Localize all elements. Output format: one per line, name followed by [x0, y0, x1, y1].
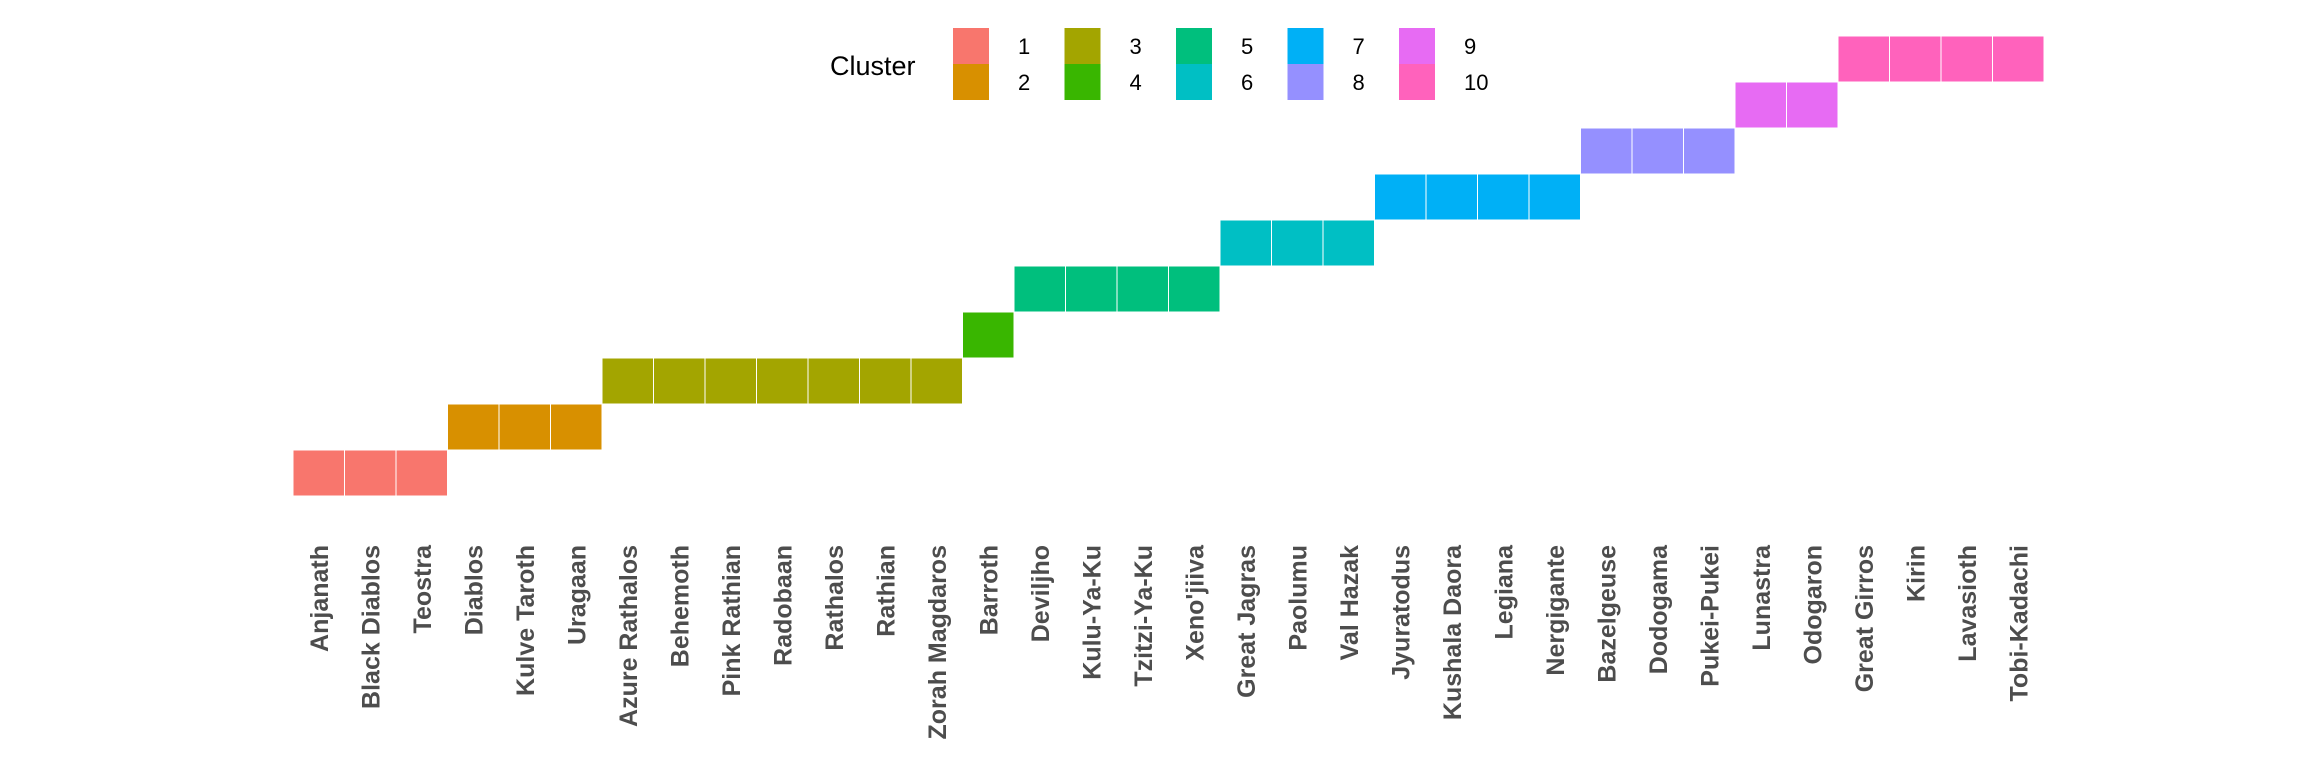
legend-key-2: [953, 64, 989, 100]
x-tick-label: Anjanath: [306, 545, 334, 652]
tile-tzitzi-ya-ku: [1116, 265, 1169, 313]
legend-key-9: [1399, 28, 1435, 64]
x-tick-label: Barroth: [975, 545, 1003, 635]
x-tick-label: Xeno'jiiva: [1181, 544, 1209, 661]
tile-azure-rathalos: [601, 357, 654, 405]
tiles: [292, 35, 2045, 497]
tile-barroth: [962, 311, 1015, 359]
tile-jyuratodus: [1374, 173, 1427, 221]
tile-radobaan: [756, 357, 809, 405]
tile-tobi-kadachi: [1992, 35, 2045, 83]
tile-legiana: [1477, 173, 1530, 221]
legend-label-1: 1: [1018, 34, 1030, 59]
tile-kushala-daora: [1425, 173, 1478, 221]
x-tick-label: Pukei-Pukei: [1696, 545, 1724, 687]
tile-great-jagras: [1219, 219, 1272, 267]
tile-xeno-jiiva: [1168, 265, 1221, 313]
tile-teostra: [395, 449, 448, 497]
x-tick-label: Lavasioth: [1954, 545, 1982, 662]
x-axis-tick-labels: Anjanath Black Diablos Teostra Diablos Kulve…: [306, 544, 2034, 740]
x-tick-label: Deviljho: [1027, 545, 1055, 642]
tile-black-diablos: [344, 449, 397, 497]
x-tick-label: Zorah Magdaros: [924, 545, 952, 739]
legend-label-2: 2: [1018, 70, 1030, 95]
tile-nergigante: [1528, 173, 1581, 221]
x-tick-label: Uragaan: [563, 545, 591, 645]
tile-deviljho: [1013, 265, 1066, 313]
legend-label-3: 3: [1130, 34, 1142, 59]
legend-label-8: 8: [1353, 70, 1365, 95]
legend-label-9: 9: [1464, 34, 1476, 59]
x-tick-label: Great Jagras: [1233, 545, 1261, 698]
tile-rathalos: [807, 357, 860, 405]
legend-key-10: [1399, 64, 1435, 100]
tile-kirin: [1889, 35, 1942, 83]
x-tick-label: Tobi-Kadachi: [2005, 545, 2033, 701]
x-tick-label: Pink Rathian: [718, 545, 746, 696]
tile-pukei-pukei: [1683, 127, 1736, 175]
tile-behemoth: [653, 357, 706, 405]
legend-key-6: [1176, 64, 1212, 100]
x-tick-label: Paolumu: [1284, 545, 1312, 651]
x-tick-label: Great Girros: [1851, 545, 1879, 692]
x-tick-label: Val Hazak: [1336, 545, 1364, 660]
x-tick-label: Black Diablos: [357, 545, 385, 709]
x-tick-label: Tzitzi-Ya-Ku: [1130, 545, 1158, 687]
legend-key-8: [1287, 64, 1324, 100]
legend-label-4: 4: [1130, 70, 1142, 95]
tile-pink-rathian: [704, 357, 757, 405]
x-tick-label: Teostra: [409, 544, 437, 634]
tile-diablos: [447, 403, 500, 451]
x-tick-label: Kulve Taroth: [512, 545, 540, 696]
tile-lunastra: [1734, 81, 1787, 129]
legend-key-5: [1176, 28, 1212, 64]
tile-bazelgeuse: [1580, 127, 1633, 175]
tile-val-hazak: [1322, 219, 1375, 267]
tile-zorah-magdaros: [910, 357, 963, 405]
tile-paolumu: [1271, 219, 1324, 267]
legend-key-4: [1064, 64, 1101, 100]
x-tick-label: Nergigante: [1542, 545, 1570, 676]
legend: Cluster 1 2 3 4 5 6 7 8 9 10: [830, 28, 1488, 100]
x-tick-label: Rathian: [872, 545, 900, 637]
legend-key-7: [1287, 28, 1324, 64]
x-tick-label: Lunastra: [1748, 544, 1776, 651]
legend-label-7: 7: [1353, 34, 1365, 59]
tile-rathian: [859, 357, 912, 405]
tile-kulu-ya-ku: [1065, 265, 1118, 313]
legend-label-6: 6: [1241, 70, 1253, 95]
legend-label-5: 5: [1241, 34, 1253, 59]
x-tick-label: Odogaron: [1799, 545, 1827, 664]
x-tick-label: Dodogama: [1645, 544, 1673, 674]
x-tick-label: Diablos: [460, 545, 488, 635]
x-tick-label: Jyuratodus: [1387, 545, 1415, 680]
tile-anjanath: [292, 449, 345, 497]
x-tick-label: Radobaan: [769, 545, 797, 666]
x-tick-label: Kulu-Ya-Ku: [1078, 545, 1106, 680]
tile-lavasioth: [1940, 35, 1993, 83]
x-tick-label: Behemoth: [666, 545, 694, 667]
legend-items: 1 2 3 4 5 6 7 8 9 10: [953, 28, 1488, 100]
legend-key-3: [1064, 28, 1101, 64]
x-tick-label: Kirin: [1902, 545, 1930, 602]
tile-odogaron: [1786, 81, 1839, 129]
tile-dodogama: [1631, 127, 1684, 175]
x-tick-label: Bazelgeuse: [1593, 545, 1621, 683]
x-tick-label: Legiana: [1490, 544, 1518, 640]
tile-great-girros: [1837, 35, 1890, 83]
legend-title: Cluster: [830, 51, 916, 81]
x-tick-label: Kushala Daora: [1439, 544, 1467, 720]
tile-kulve-taroth: [498, 403, 551, 451]
x-tick-label: Azure Rathalos: [615, 545, 643, 727]
legend-key-1: [953, 28, 989, 64]
x-tick-label: Rathalos: [821, 545, 849, 651]
tile-uragaan: [550, 403, 603, 451]
legend-label-10: 10: [1464, 70, 1488, 95]
